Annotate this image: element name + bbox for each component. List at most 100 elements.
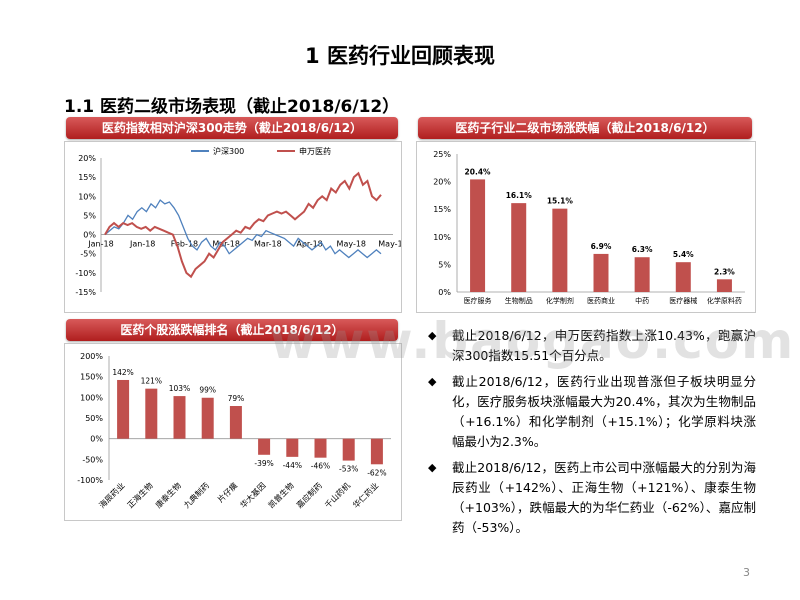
sector-bar-panel: 25% 20% 15% 10% 5% 0% 20.4% 医疗服务 16.1% 生物制品 15.1% 化… — [416, 141, 756, 313]
stock-bar-chart: 200%150%100%50%0%-50%-100%142%海辰药业121%正海… — [77, 352, 391, 510]
bar — [593, 253, 609, 292]
bar — [286, 438, 299, 457]
category-label: 化学原料药 — [707, 296, 742, 305]
category-label: 凯普生物 — [266, 480, 296, 510]
chart3-title-banner: 医药个股涨跌幅排名（截止2018/6/12） — [66, 319, 398, 341]
data-label: 5.4% — [673, 250, 694, 259]
x-tick-label: Jan-18 — [129, 240, 155, 249]
y-tick-label: 20% — [433, 178, 451, 187]
section-title: 1.1 医药二级市场表现（截止2018/6/12） — [64, 97, 400, 117]
bullet-item: ◆ 截止2018/6/12，申万医药指数上涨10.43%，跑赢沪深300指数15… — [428, 326, 756, 366]
x-tick-label: Mar-18 — [254, 240, 282, 249]
bullet-item: ◆ 截止2018/6/12，医药行业出现普涨但子板块明显分化，医疗服务板块涨幅最… — [428, 372, 756, 452]
data-label: -53% — [339, 465, 358, 474]
data-label: 6.3% — [632, 245, 653, 254]
bar — [634, 257, 650, 292]
category-label: 正海生物 — [125, 480, 155, 510]
y-tick-label: -10% — [75, 269, 96, 278]
bullet-text: 截止2018/6/12，医药行业出现普涨但子板块明显分化，医疗服务板块涨幅最大为… — [452, 374, 756, 449]
page-number: 3 — [743, 566, 750, 579]
y-tick-label: 10% — [78, 192, 96, 201]
data-label: 20.4% — [465, 167, 492, 176]
category-label: 华仁药业 — [351, 480, 381, 510]
series-line-sw-pharma — [104, 171, 382, 279]
legend-label: 申万医药 — [299, 146, 331, 156]
x-tick-label: Apr-18 — [296, 240, 322, 249]
category-label: 嘉应制药 — [294, 480, 324, 510]
category-label: 化学制剂 — [546, 296, 574, 305]
x-tick-label: Mar-18 — [212, 240, 240, 249]
y-tick-label: -5% — [80, 250, 96, 259]
page-title: 1 医药行业回顾表现 — [305, 44, 495, 68]
y-tick-label: 25% — [433, 150, 451, 159]
diamond-bullet-icon: ◆ — [428, 461, 437, 474]
bar — [314, 438, 327, 458]
series-line-hs300 — [104, 199, 382, 259]
category-label: 中药 — [635, 296, 649, 305]
y-tick-label: 20% — [78, 154, 96, 163]
y-tick-label: 100% — [80, 393, 103, 402]
diamond-bullet-icon: ◆ — [428, 329, 437, 342]
data-label: 99% — [199, 386, 216, 395]
data-label: 6.9% — [591, 242, 612, 251]
x-tick-label: Feb-18 — [171, 240, 198, 249]
data-label: -44% — [283, 461, 302, 470]
bullet-text: 截止2018/6/12，申万医药指数上涨10.43%，跑赢沪深300指数15.5… — [452, 328, 756, 363]
y-tick-label: 15% — [433, 205, 451, 214]
bar — [117, 379, 130, 439]
bullet-item: ◆ 截止2018/6/12，医药上市公司中涨幅最大的分别为海辰药业（+142%）… — [428, 458, 756, 538]
y-tick-label: -15% — [75, 288, 96, 297]
legend-label: 沪深300 — [213, 146, 244, 156]
y-tick-label: 5% — [438, 260, 451, 269]
bar — [258, 438, 271, 455]
line-chart: 20% 15% 10% 5% 0% -5% -10% -15% Jan-18 Jan-18 Feb-… — [75, 146, 407, 297]
x-tick-label: May-18 — [337, 240, 366, 249]
bar — [342, 438, 355, 461]
bar — [229, 406, 242, 439]
y-tick-label: -100% — [77, 476, 103, 485]
line-chart-panel: 20% 15% 10% 5% 0% -5% -10% -15% Jan-18 Jan-18 Feb-… — [64, 141, 408, 313]
chart2-title-banner: 医药子行业二级市场涨跌幅（截止2018/6/12） — [418, 117, 752, 139]
data-label: -62% — [367, 468, 386, 477]
y-tick-label: 150% — [80, 373, 103, 382]
data-label: 103% — [169, 384, 190, 393]
bar — [511, 203, 527, 292]
bar — [470, 179, 486, 292]
y-tick-label: 50% — [85, 414, 103, 423]
bullet-list: ◆ 截止2018/6/12，申万医药指数上涨10.43%，跑赢沪深300指数15… — [428, 326, 756, 544]
y-tick-label: 5% — [83, 211, 96, 220]
y-tick-label: 0% — [438, 288, 451, 297]
category-label: 医疗器械 — [669, 296, 697, 305]
y-tick-label: 0% — [83, 231, 96, 240]
sector-bar-chart: 25% 20% 15% 10% 5% 0% 20.4% 医疗服务 16.1% 生物制品 15.1% 化… — [433, 150, 745, 305]
bar — [552, 208, 568, 292]
category-label: 九典制药 — [181, 480, 211, 510]
y-tick-label: 0% — [90, 435, 103, 444]
bar — [145, 388, 158, 439]
bar — [675, 262, 691, 292]
data-label: 15.1% — [547, 197, 574, 206]
category-label: 生物制品 — [505, 296, 533, 305]
data-label: 142% — [112, 368, 133, 377]
category-label: 医疗服务 — [464, 296, 492, 305]
y-tick-label: 200% — [80, 352, 103, 361]
category-label: 片仔癀 — [215, 480, 239, 504]
category-label: 医药商业 — [587, 296, 615, 305]
data-label: -39% — [254, 459, 273, 468]
x-tick-label: Jan-18 — [87, 240, 113, 249]
data-label: -46% — [311, 462, 330, 471]
bar — [370, 438, 383, 465]
bar — [201, 397, 214, 439]
data-label: 2.3% — [714, 267, 735, 276]
stock-bar-panel: 200% 150% 100% 50% 0% -50% -100% 142% 海辰药业 121% 正海… — [64, 343, 402, 521]
chart1-title-banner: 医药指数相对沪深300走势（截止2018/6/12） — [66, 117, 398, 139]
x-tick-label: May-18 — [378, 240, 401, 249]
bar — [173, 396, 186, 439]
bar — [716, 279, 732, 292]
data-label: 16.1% — [506, 191, 533, 200]
category-label: 康泰生物 — [153, 480, 183, 510]
category-label: 华大基因 — [238, 480, 268, 510]
category-label: 千山药机 — [322, 480, 352, 510]
y-tick-label: 10% — [433, 233, 451, 242]
y-tick-label: -50% — [82, 455, 103, 464]
